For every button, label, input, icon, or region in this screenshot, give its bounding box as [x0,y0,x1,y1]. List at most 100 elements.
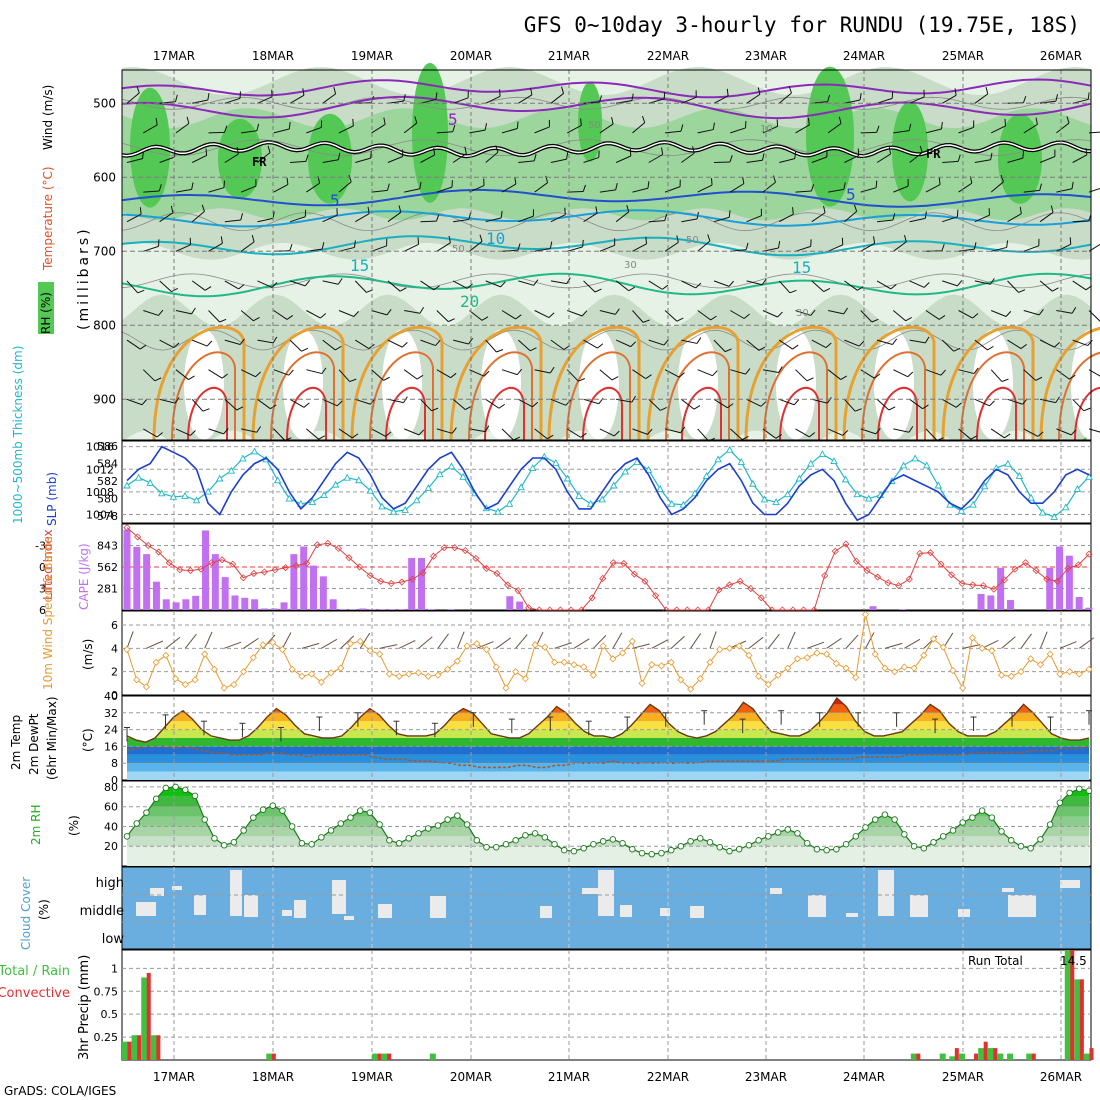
wind-barb-flag [940,369,946,376]
cape-bar [192,595,200,610]
wind-barb-flag [1004,433,1011,439]
precip-conv-bar [1031,1053,1036,1060]
wind10m-point [453,657,461,665]
wind10m-point [755,672,763,680]
wind-barb-flag [806,377,814,382]
wind-barb-flag [1039,183,1043,191]
wind-barb-flag [256,123,260,131]
wind-barb-shaft [403,243,419,252]
wind-barb-shaft [338,369,351,382]
wind10m-point [162,651,170,659]
wind-barb-shaft [469,129,486,134]
precip-conv-bar [954,1048,959,1060]
wind-barb-shaft [779,158,795,163]
temp-tick-label: 8 [111,757,118,770]
lifted-index-point [821,572,829,580]
precip-total-bar [381,1053,388,1060]
wind10m-barb [398,639,416,649]
wind-barb-flag [304,280,311,287]
precip-total-bar [987,1048,994,1060]
wind-barb-flag [479,234,483,242]
lifted-index-point [736,577,744,585]
wind-barb-shaft [403,428,420,436]
wind10m-barb [340,635,355,649]
wind-barb-shaft [143,124,158,134]
rh2m-point [522,832,529,839]
wind-barb-flag [484,425,490,432]
rh2m-tick-label: 80 [104,781,118,794]
wind-barb-flag [990,152,993,160]
wind10m-point [842,664,850,672]
wind-barb-flag [645,374,652,380]
cape-bar [1065,555,1073,610]
cloud-block [808,895,826,917]
wind-barb-shaft [828,310,844,315]
cape-bar [231,595,239,610]
rh2m-point [220,841,228,849]
lifted-index-point [652,592,660,600]
wind-barb-shaft [273,310,288,320]
wind-barb-flag [676,317,684,322]
wind-barb-flag [645,236,648,244]
wind-barb-flag [318,435,325,440]
rh2m-point [298,840,306,847]
wind-barb-flag [957,154,961,162]
upper-air-legend: RH (%) Temperature (°C) Wind (m/s) (mill… [38,85,92,334]
wind10m-point [1007,672,1015,680]
cape-bar [211,554,219,610]
wind10m-panel: 0 2 4 6 10m Wind Speed & Barbs (m/s) [41,536,1095,702]
wind-barb-flag [792,207,794,215]
wind-barb-flag [924,211,927,219]
wind-barb-shaft [762,181,776,193]
warm-isotherm-loop [449,325,543,441]
top-date-label: 22MAR [647,49,689,63]
wind-barb-shaft [844,280,858,291]
rh2m-point [978,807,986,814]
wind10m-point [240,668,248,676]
wind10m-barb [651,639,668,649]
wind-barb-flag [564,207,566,215]
thickness-point [934,481,943,489]
wind-barb-shaft [175,369,189,380]
rh2m-point [551,841,558,848]
wind-barb-shaft [664,369,680,378]
wind-barb-flag [922,404,929,410]
wind-barb-flag [989,400,995,407]
wind-barb-shaft [746,215,762,223]
wind-barb-shaft [1023,123,1038,134]
wind-barb-flag [707,234,711,242]
wind-barb-shaft [1023,189,1040,193]
rh-contour-label: 50 [686,235,699,246]
lifted-index-point [208,559,216,567]
wind-barb-shaft [175,310,192,315]
wind-barb-flag [599,95,603,103]
thickness-point [413,496,421,504]
wind-barb-shaft [191,398,204,412]
wind-barb-shaft [681,218,698,223]
cape-bar [162,599,170,610]
wind10m-point [133,676,141,684]
wind-barb-flag [823,288,831,293]
wind-barb-flag [873,236,876,244]
wind-barb-shaft [795,124,810,134]
wind-barb-shaft [664,241,679,252]
wind-barb-flag [353,240,356,248]
wind-barb-flag [843,307,849,315]
wind-barb-flag [205,148,208,156]
wind-barb-shaft [550,214,566,223]
wind10m-point [968,634,976,642]
wind-barb-shaft [159,212,174,223]
wind-barb-flag [778,366,783,373]
wind-barb-shaft [355,157,371,163]
wind-barb-shaft [387,280,401,292]
wind-barb-shaft [925,184,941,193]
wind-barb-shaft [713,398,728,409]
wind-barb-shaft [778,280,791,294]
cape-bar [987,595,995,610]
wind-barb-flag [973,242,977,250]
top-date-label: 24MAR [843,49,885,63]
wind-barb-flag [223,180,226,188]
wind-barb-flag [206,340,213,347]
lifted-index-point [134,533,142,541]
cape-lifted-panel: -3 0 3 6 843 562 281 Lifted Index CAPE (J/kg) [35,523,1093,617]
